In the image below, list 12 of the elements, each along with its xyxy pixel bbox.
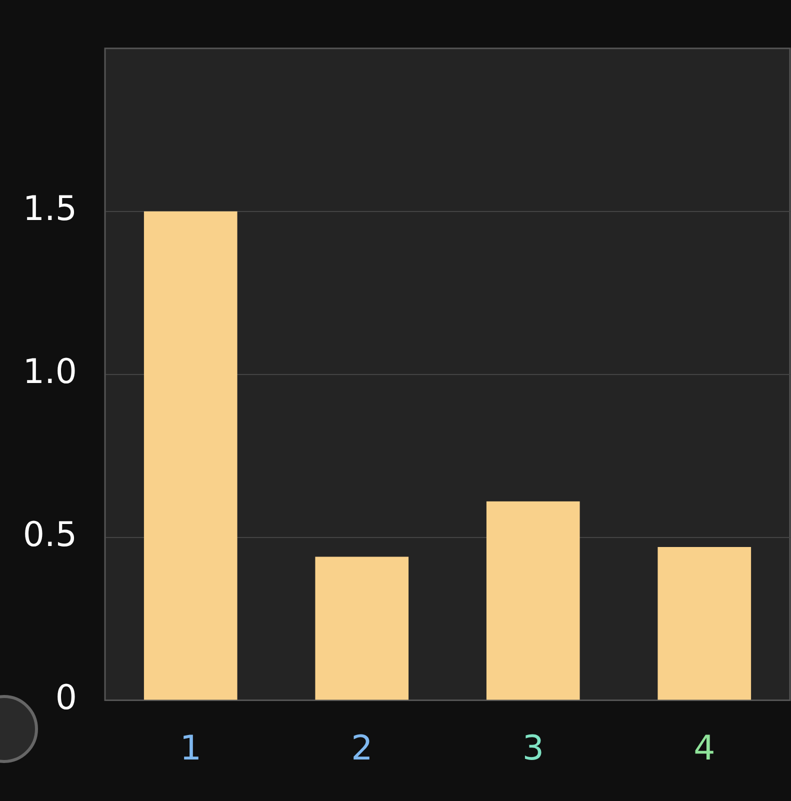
y-tick-label: 0 [55, 678, 77, 718]
bar [658, 547, 752, 700]
y-tick-label: 0.5 [22, 515, 77, 556]
x-tick-label: 1 [180, 728, 202, 768]
bar [144, 211, 238, 700]
x-tick-label: 2 [351, 728, 373, 768]
x-tick-label: 3 [522, 728, 544, 768]
y-tick-label: 1.5 [22, 189, 77, 230]
y-tick-label: 1.0 [22, 352, 77, 392]
bar [315, 556, 409, 700]
x-tick-label: 4 [694, 728, 716, 768]
bar [486, 501, 580, 700]
